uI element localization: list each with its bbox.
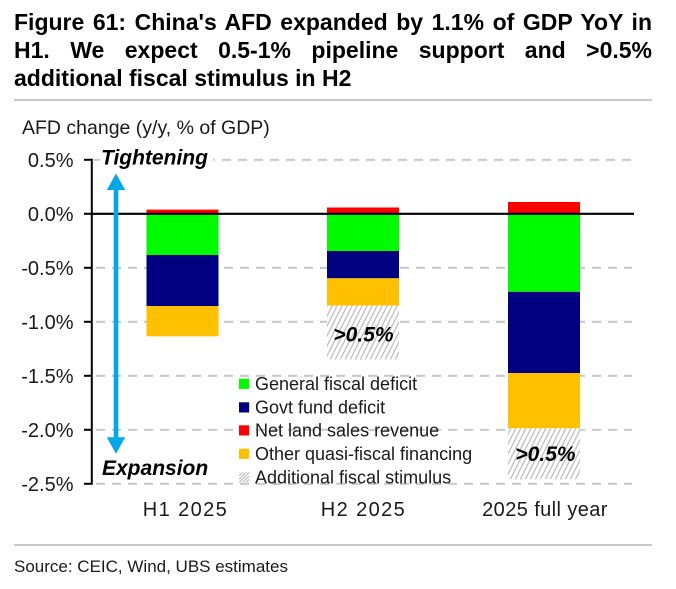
- svg-text:Tightening: Tightening: [101, 146, 208, 169]
- svg-text:Net land sales revenue: Net land sales revenue: [255, 421, 439, 441]
- svg-text:Other quasi-fiscal financing: Other quasi-fiscal financing: [255, 444, 472, 464]
- svg-text:0.0%: 0.0%: [28, 204, 74, 226]
- svg-text:-2.5%: -2.5%: [21, 474, 73, 496]
- svg-text:-1.0%: -1.0%: [21, 312, 73, 334]
- svg-text:-0.5%: -0.5%: [21, 258, 73, 280]
- svg-text:>0.5%: >0.5%: [333, 324, 393, 347]
- svg-text:Govt fund deficit: Govt fund deficit: [255, 398, 385, 418]
- svg-text:AFD change (y/y, % of GDP): AFD change (y/y, % of GDP): [22, 117, 270, 139]
- svg-text:2025 full year: 2025 full year: [482, 499, 608, 521]
- svg-text:H1 2025: H1 2025: [143, 499, 228, 521]
- svg-text:-1.5%: -1.5%: [21, 366, 73, 388]
- svg-text:>0.5%: >0.5%: [515, 443, 575, 466]
- svg-text:H2 2025: H2 2025: [321, 499, 406, 521]
- svg-text:General fiscal deficit: General fiscal deficit: [255, 374, 417, 394]
- svg-text:0.5%: 0.5%: [28, 150, 74, 172]
- svg-text:Additional fiscal stimulus: Additional fiscal stimulus: [255, 468, 451, 488]
- svg-text:-2.0%: -2.0%: [21, 420, 73, 442]
- svg-text:Expansion: Expansion: [102, 457, 208, 480]
